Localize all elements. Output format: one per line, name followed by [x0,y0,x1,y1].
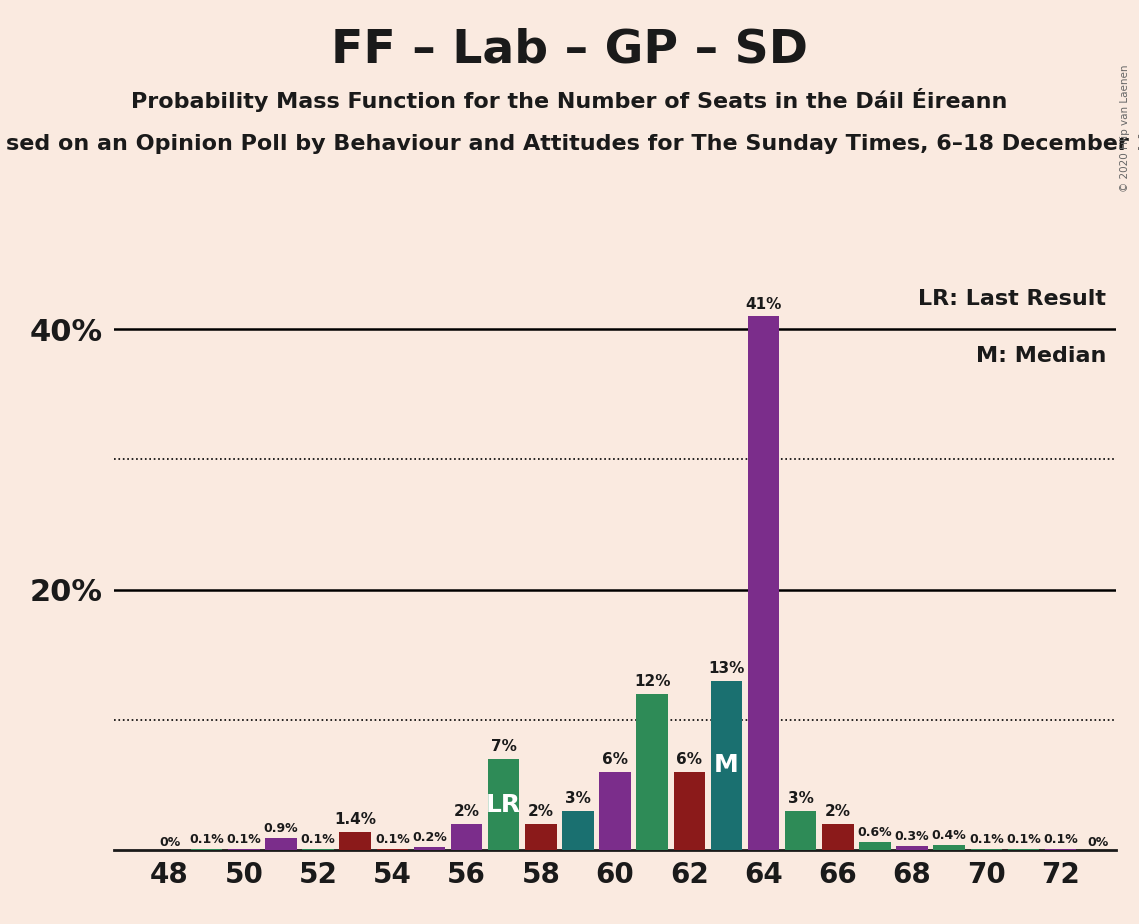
Bar [413,847,445,850]
Bar [1008,849,1039,850]
Bar [711,681,743,850]
Bar [637,694,667,850]
Text: 13%: 13% [708,662,745,676]
Bar [451,824,482,850]
Bar [822,824,853,850]
Text: 0.2%: 0.2% [412,832,446,845]
Text: © 2020 Filip van Laenen: © 2020 Filip van Laenen [1120,65,1130,192]
Text: 2%: 2% [453,805,480,820]
Text: Probability Mass Function for the Number of Seats in the Dáil Éireann: Probability Mass Function for the Number… [131,88,1008,112]
Bar [859,843,891,850]
Text: LR: Last Result: LR: Last Result [918,288,1106,309]
Bar [265,838,297,850]
Bar [525,824,557,850]
Text: M: Median: M: Median [976,346,1106,366]
Text: 0.1%: 0.1% [189,833,224,845]
Bar [487,759,519,850]
Text: M: M [714,753,739,777]
Text: 0.6%: 0.6% [858,826,892,839]
Bar [1044,849,1076,850]
Text: 0.1%: 0.1% [301,833,336,845]
Text: 2%: 2% [825,805,851,820]
Text: 0.1%: 0.1% [227,833,261,845]
Bar [933,845,965,850]
Bar [563,811,593,850]
Text: 41%: 41% [745,297,781,311]
Bar [673,772,705,850]
Text: 0%: 0% [159,835,180,848]
Bar [896,846,928,850]
Bar [748,316,779,850]
Text: 6%: 6% [603,752,628,768]
Text: 6%: 6% [677,752,703,768]
Text: sed on an Opinion Poll by Behaviour and Attitudes for The Sunday Times, 6–18 Dec: sed on an Opinion Poll by Behaviour and … [6,134,1139,154]
Text: 0.1%: 0.1% [375,833,410,845]
Text: 3%: 3% [565,792,591,807]
Bar [228,849,260,850]
Bar [785,811,817,850]
Bar [302,849,334,850]
Text: 0.9%: 0.9% [263,822,298,835]
Text: 0.1%: 0.1% [1043,833,1077,845]
Bar [191,849,222,850]
Text: 1.4%: 1.4% [334,812,376,827]
Text: LR: LR [486,793,522,817]
Text: 0%: 0% [1087,835,1108,848]
Bar [970,849,1002,850]
Text: 2%: 2% [527,805,554,820]
Bar [599,772,631,850]
Text: 0.1%: 0.1% [969,833,1003,845]
Text: FF – Lab – GP – SD: FF – Lab – GP – SD [331,28,808,73]
Bar [339,832,371,850]
Bar [377,849,408,850]
Text: 7%: 7% [491,739,517,754]
Text: 3%: 3% [788,792,813,807]
Text: 0.1%: 0.1% [1006,833,1041,845]
Text: 0.4%: 0.4% [932,829,967,842]
Text: 0.3%: 0.3% [895,830,929,843]
Text: 12%: 12% [634,675,671,689]
